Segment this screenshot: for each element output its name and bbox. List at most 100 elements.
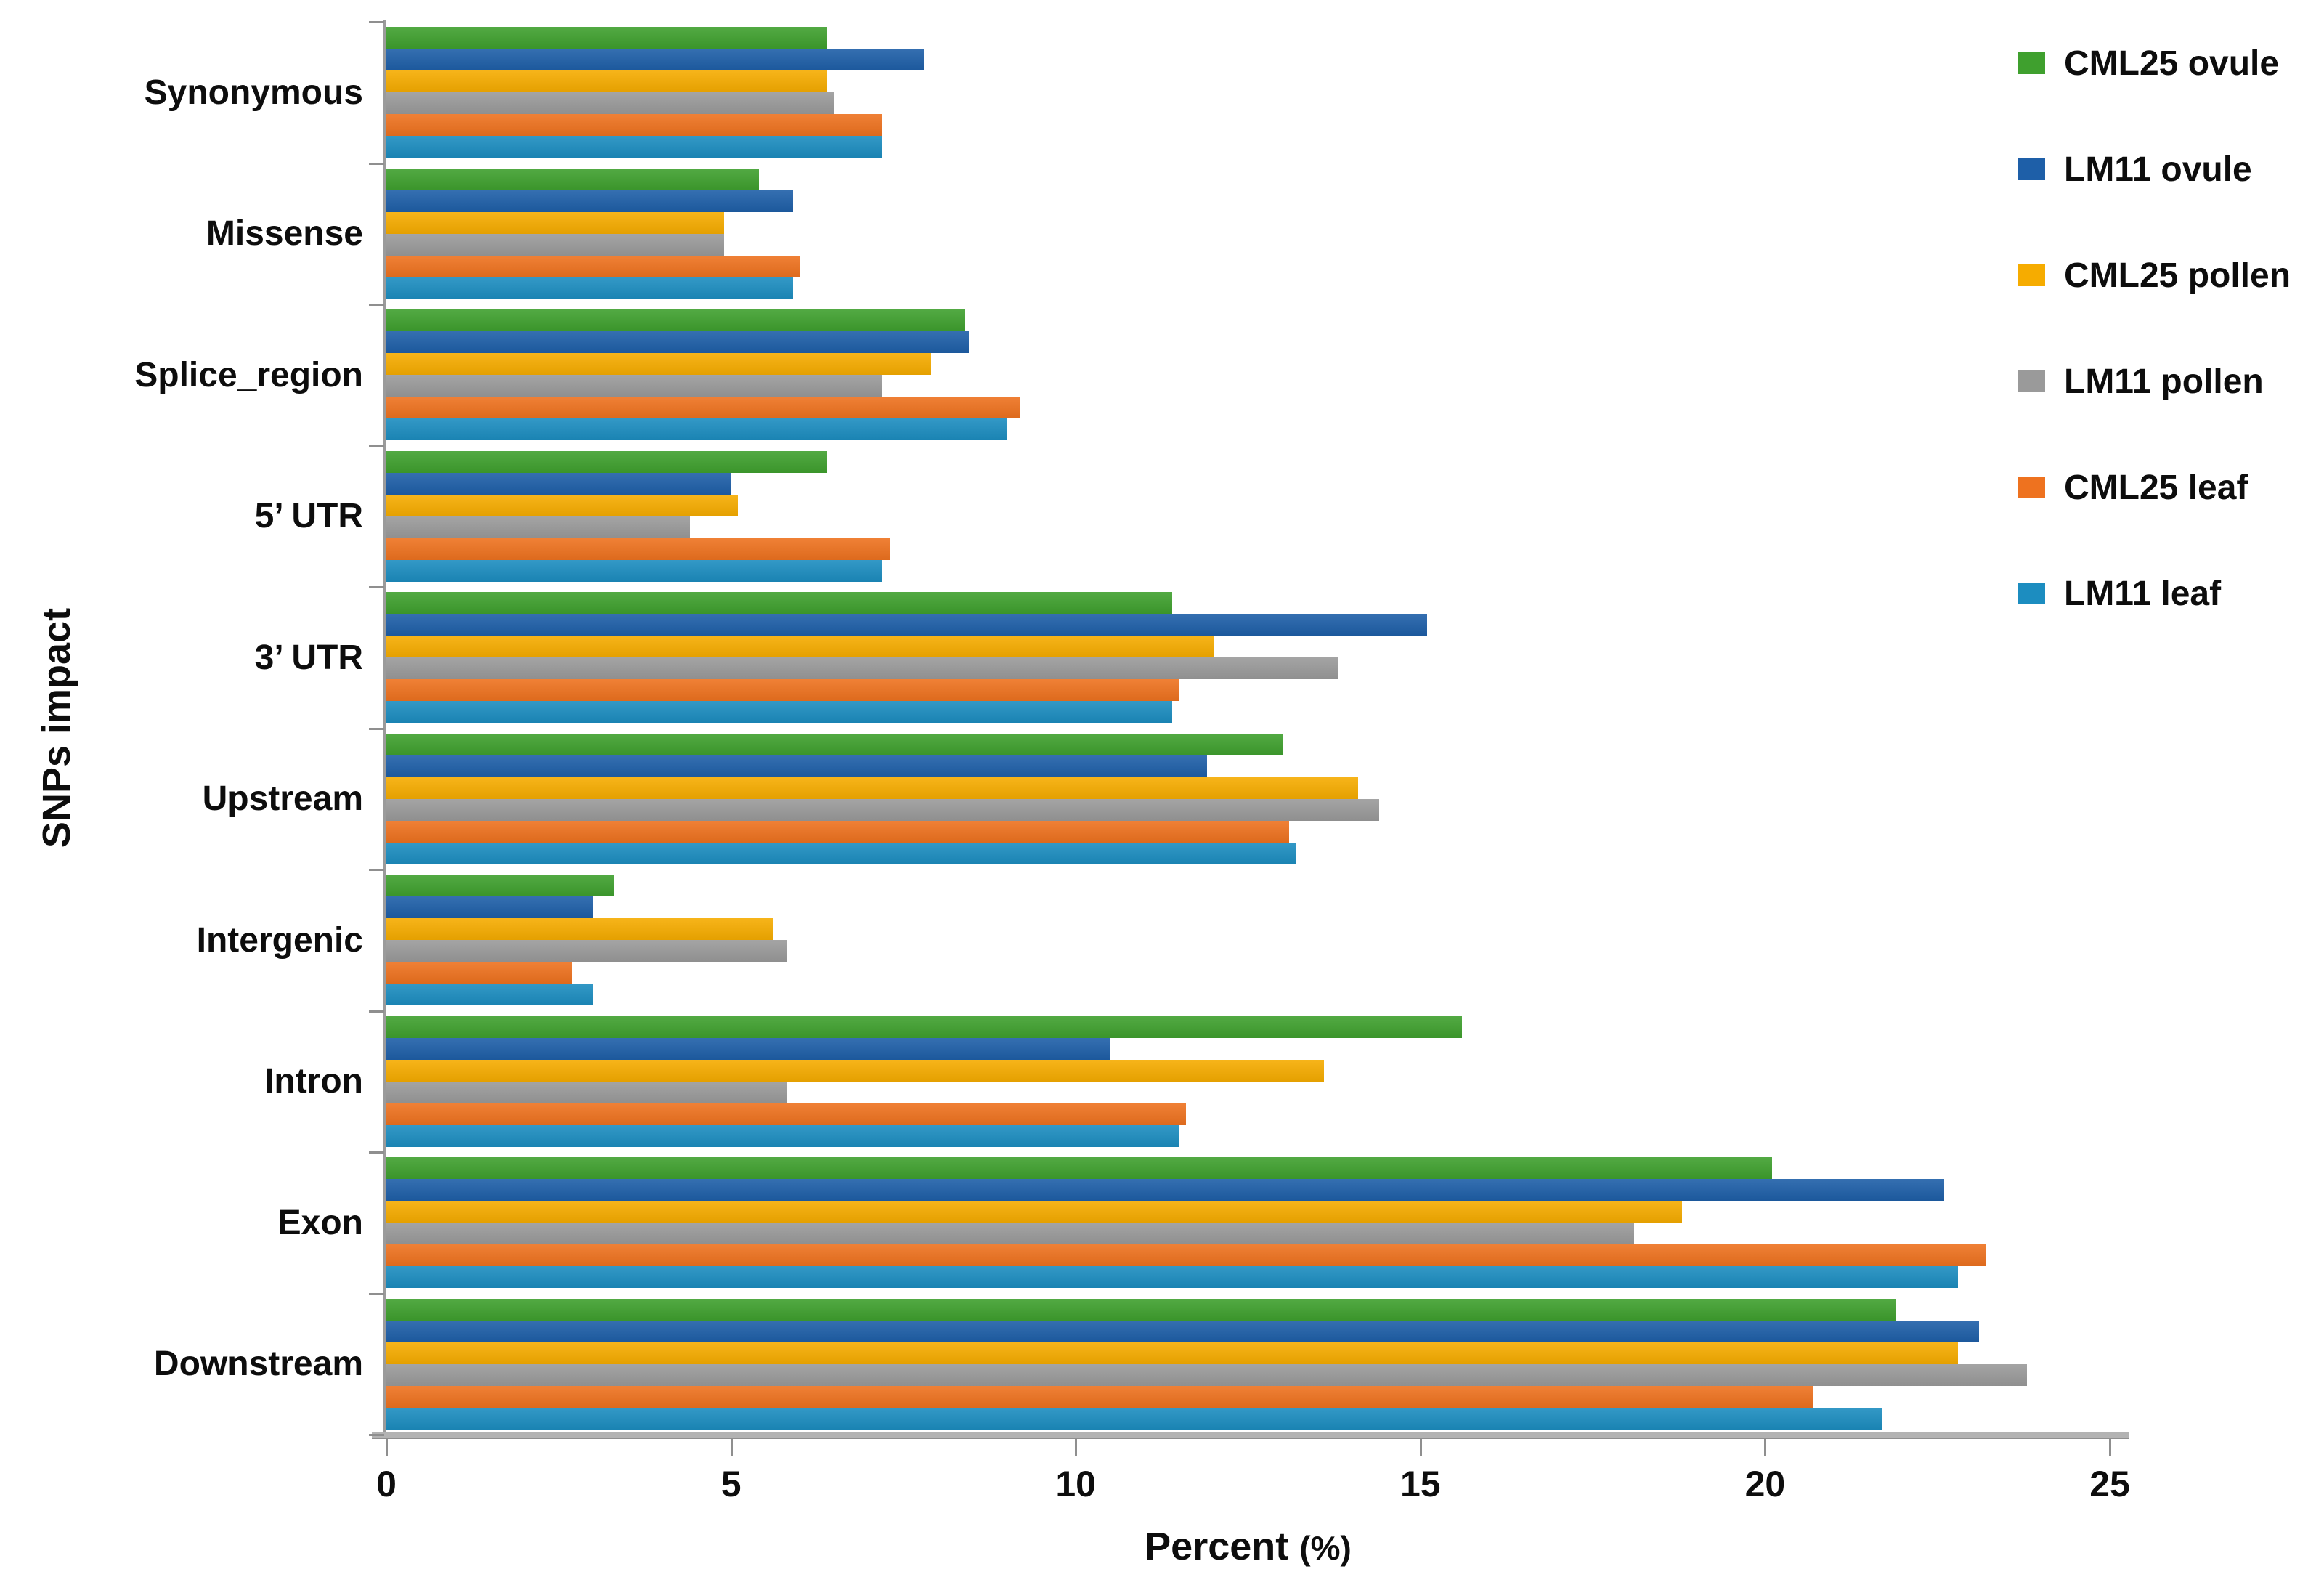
bar-cml25-ovule-downstream <box>386 1298 1896 1321</box>
bar-cml25-pollen-3-utr <box>386 636 1214 658</box>
plot-area <box>386 22 2110 1435</box>
bar-lm11-pollen-3-utr <box>386 657 1338 680</box>
bar-lm11-leaf-downstream <box>386 1407 1882 1430</box>
bar-cml25-leaf-splice-region <box>386 397 1021 419</box>
bar-lm11-pollen-intron <box>386 1081 787 1103</box>
x-tick-label-0: 0 <box>376 1464 397 1504</box>
bar-cml25-leaf-intron <box>386 1103 1187 1125</box>
bar-cml25-leaf-exon <box>386 1244 1986 1267</box>
bar-cml25-pollen-downstream <box>386 1342 1959 1364</box>
bar-lm11-ovule-exon <box>386 1179 1945 1201</box>
y-axis-line <box>383 20 386 1438</box>
x-tick-label-10: 10 <box>1055 1464 1096 1504</box>
bar-cml25-leaf-upstream <box>386 820 1290 843</box>
bar-lm11-pollen-upstream <box>386 798 1379 821</box>
bar-lm11-pollen-intergenic <box>386 940 787 962</box>
bar-cml25-ovule-intergenic <box>386 875 614 897</box>
legend-item-lm11-leaf: LM11 leaf <box>2018 572 2291 615</box>
bar-lm11-leaf-3-utr <box>386 701 1173 723</box>
y-tick-4 <box>369 586 384 588</box>
legend-label: LM11 ovule <box>2064 150 2252 189</box>
bar-lm11-pollen-missense <box>386 233 725 256</box>
bar-lm11-leaf-intron <box>386 1124 1179 1147</box>
legend: CML25 ovule LM11 ovule CML25 pollen LM11 po… <box>2018 42 2291 678</box>
bar-lm11-leaf-upstream <box>386 842 1296 864</box>
x-tick-10 <box>1075 1439 1078 1456</box>
bar-cml25-pollen-synonymous <box>386 70 828 93</box>
x-tick-25 <box>2109 1439 2111 1456</box>
legend-swatch-icon <box>2018 158 2045 180</box>
bar-lm11-ovule-downstream <box>386 1320 1979 1342</box>
y-tick-2 <box>369 304 384 306</box>
x-tick-label-15: 15 <box>1399 1464 1441 1504</box>
legend-swatch-icon <box>2018 370 2045 392</box>
bar-lm11-leaf-missense <box>386 277 794 299</box>
bar-lm11-pollen-splice-region <box>386 375 883 397</box>
legend-label: CML25 ovule <box>2064 44 2280 83</box>
x-axis-line <box>372 1432 2129 1439</box>
bar-cml25-leaf-intergenic <box>386 962 573 984</box>
bar-lm11-ovule-synonymous <box>386 49 925 71</box>
bar-cml25-leaf-missense <box>386 255 800 277</box>
category-label-splice-region: Splice_region <box>134 355 363 394</box>
bar-cml25-pollen-intron <box>386 1059 1324 1082</box>
category-label-5-utr: 5’ UTR <box>254 497 363 536</box>
bar-cml25-ovule-exon <box>386 1157 1772 1180</box>
legend-swatch-icon <box>2018 583 2045 604</box>
bar-lm11-ovule-splice-region <box>386 331 970 354</box>
bar-lm11-ovule-missense <box>386 190 794 212</box>
bar-lm11-pollen-downstream <box>386 1363 2028 1386</box>
bar-lm11-leaf-splice-region <box>386 418 1007 441</box>
bar-lm11-pollen-exon <box>386 1223 1635 1245</box>
legend-item-cml25-leaf: CML25 leaf <box>2018 466 2291 508</box>
category-label-intergenic: Intergenic <box>196 920 363 960</box>
legend-item-lm11-pollen: LM11 pollen <box>2018 360 2291 402</box>
legend-swatch-icon <box>2018 477 2045 498</box>
bar-cml25-ovule-intron <box>386 1016 1462 1038</box>
y-tick-7 <box>369 1010 384 1013</box>
bar-cml25-ovule-splice-region <box>386 309 966 332</box>
y-tick-5 <box>369 727 384 730</box>
bar-cml25-leaf-5-utr <box>386 538 890 560</box>
x-tick-20 <box>1764 1439 1767 1456</box>
bar-cml25-pollen-intergenic <box>386 918 773 941</box>
x-tick-0 <box>386 1439 388 1456</box>
bar-cml25-pollen-upstream <box>386 777 1359 799</box>
bar-cml25-leaf-downstream <box>386 1385 1813 1408</box>
category-label-synonymous: Synonymous <box>144 73 363 112</box>
bar-cml25-leaf-synonymous <box>386 114 883 137</box>
x-axis-title-main: Percent <box>1145 1525 1289 1568</box>
x-tick-label-20: 20 <box>1744 1464 1786 1504</box>
x-axis-title: Percent (%) <box>386 1524 2110 1569</box>
legend-label: CML25 pollen <box>2064 256 2291 295</box>
x-tick-15 <box>1419 1439 1422 1456</box>
y-tick-1 <box>369 162 384 165</box>
bar-lm11-ovule-intron <box>386 1037 1110 1060</box>
x-tick-label-25: 25 <box>2089 1464 2130 1504</box>
y-tick-0 <box>369 21 384 23</box>
legend-label: CML25 leaf <box>2064 468 2248 507</box>
bar-cml25-pollen-missense <box>386 211 725 234</box>
x-tick-label-5: 5 <box>720 1464 742 1504</box>
bar-cml25-pollen-exon <box>386 1201 1683 1223</box>
legend-label: LM11 leaf <box>2064 574 2222 613</box>
legend-swatch-icon <box>2018 52 2045 74</box>
bar-cml25-leaf-3-utr <box>386 679 1179 702</box>
category-label-upstream: Upstream <box>202 779 363 819</box>
legend-item-cml25-pollen: CML25 pollen <box>2018 254 2291 296</box>
bar-lm11-pollen-synonymous <box>386 92 834 115</box>
bar-lm11-ovule-5-utr <box>386 472 731 495</box>
bar-cml25-pollen-splice-region <box>386 353 931 376</box>
bar-lm11-pollen-5-utr <box>386 516 690 538</box>
y-tick-9 <box>369 1292 384 1295</box>
bar-lm11-leaf-exon <box>386 1266 1959 1289</box>
category-label-exon: Exon <box>277 1203 363 1242</box>
y-tick-3 <box>369 445 384 447</box>
legend-label: LM11 pollen <box>2064 362 2264 401</box>
bar-lm11-leaf-intergenic <box>386 984 593 1006</box>
category-label-intron: Intron <box>264 1062 363 1101</box>
y-tick-6 <box>369 869 384 871</box>
bar-cml25-ovule-upstream <box>386 733 1283 755</box>
x-axis-title-suffix: (%) <box>1299 1529 1352 1567</box>
bar-lm11-ovule-intergenic <box>386 896 593 919</box>
